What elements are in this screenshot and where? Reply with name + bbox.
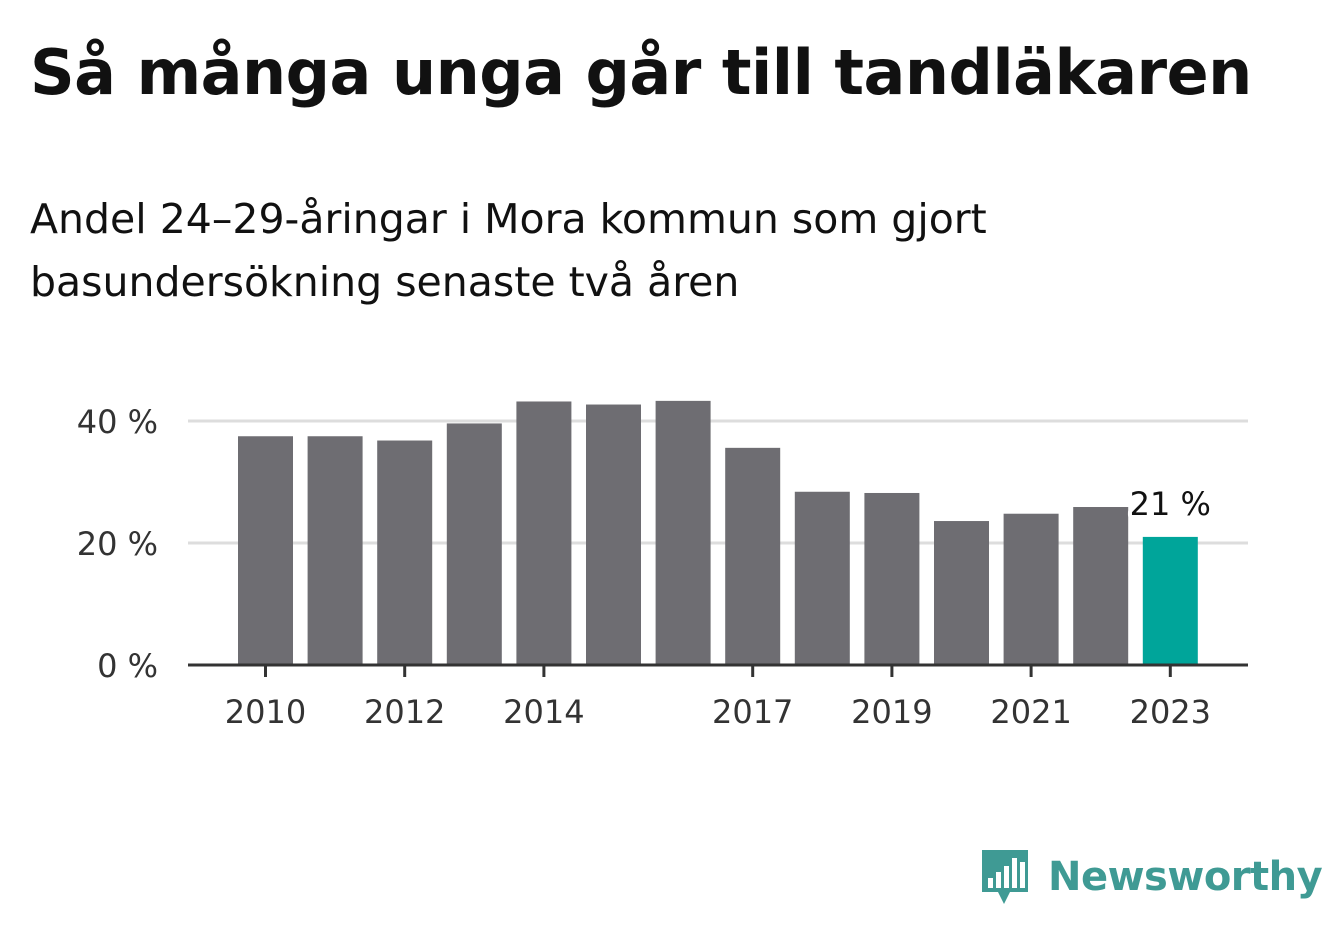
bar-2010 bbox=[238, 436, 293, 665]
bar-2011 bbox=[307, 436, 363, 665]
y-tick-label: 20 % bbox=[77, 525, 158, 563]
x-tick-label: 2012 bbox=[364, 693, 445, 731]
chart-title: Så många unga går till tandläkaren bbox=[30, 36, 1252, 109]
bar-2021 bbox=[1003, 513, 1059, 665]
bar-2018 bbox=[794, 491, 850, 665]
chart-subtitle: Andel 24–29-åringar i Mora kommun som gj… bbox=[30, 195, 987, 306]
bar-2023 bbox=[1142, 536, 1198, 665]
bar-2016 bbox=[655, 400, 711, 665]
x-tick-label: 2023 bbox=[1130, 693, 1211, 731]
x-tick-label: 2017 bbox=[712, 693, 793, 731]
bar-2017 bbox=[725, 447, 781, 665]
x-tick-label: 2021 bbox=[990, 693, 1071, 731]
y-tick-label: 40 % bbox=[77, 403, 158, 441]
brand-name: Newsworthy bbox=[1048, 854, 1322, 900]
data-label: 21 % bbox=[1130, 485, 1211, 523]
x-tick-label: 2010 bbox=[225, 693, 306, 731]
data-label-halo: 21 % bbox=[1130, 485, 1211, 523]
bar-2015 bbox=[586, 404, 641, 665]
y-tick-label: 0 % bbox=[97, 647, 158, 685]
bar-2019 bbox=[864, 492, 920, 665]
bar-2020 bbox=[934, 521, 989, 665]
bar-2014 bbox=[516, 401, 572, 665]
x-tick-label: 2019 bbox=[851, 693, 932, 731]
newsworthy-logo-icon bbox=[982, 850, 1028, 904]
brand-logo: Newsworthy bbox=[980, 848, 1322, 906]
bar-2013 bbox=[446, 423, 502, 665]
bar-2022 bbox=[1073, 507, 1129, 665]
bar-2012 bbox=[377, 440, 433, 665]
x-tick-label: 2014 bbox=[503, 693, 584, 731]
